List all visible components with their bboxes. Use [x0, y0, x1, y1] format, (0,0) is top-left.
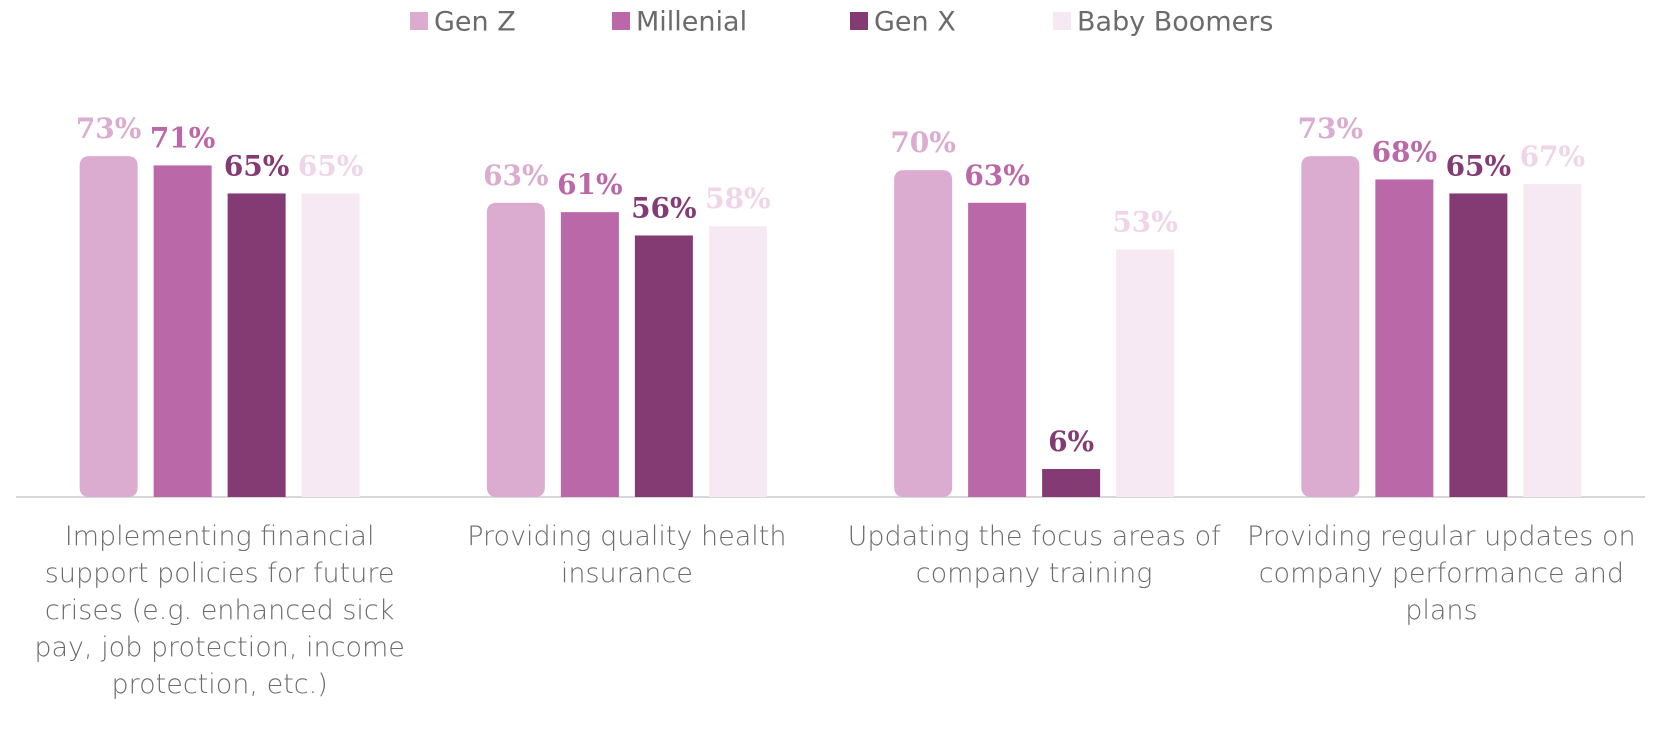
value-label: 71%: [150, 121, 216, 154]
value-label: 63%: [964, 159, 1030, 192]
value-label: 53%: [1112, 205, 1178, 238]
category-label: Implementing financial support policies …: [34, 521, 405, 700]
bar: [1301, 156, 1360, 497]
value-label: 68%: [1372, 135, 1438, 168]
bar: [1375, 179, 1434, 497]
bar: [560, 212, 619, 497]
value-label: 63%: [483, 159, 549, 192]
legend-swatch: [410, 12, 428, 30]
value-label: 65%: [1446, 149, 1512, 182]
category-label: Updating the focus areas of company trai…: [847, 521, 1221, 589]
bar: [708, 226, 767, 497]
bar: [1523, 184, 1582, 498]
bar: [486, 202, 545, 498]
value-label: 56%: [631, 191, 697, 224]
value-label: 6%: [1048, 425, 1094, 458]
bar: [1116, 249, 1175, 497]
category-label: Providing regular updates on company per…: [1247, 521, 1636, 626]
bar: [153, 165, 212, 497]
bar: [301, 193, 360, 497]
value-label: 73%: [1298, 112, 1364, 145]
value-label: 70%: [890, 126, 956, 159]
value-label: 58%: [705, 182, 771, 215]
bar: [227, 193, 286, 497]
legend-swatch: [1053, 12, 1071, 30]
bar: [894, 170, 953, 497]
bar: [968, 202, 1027, 498]
legend-swatch: [612, 12, 630, 30]
bar: [634, 235, 693, 498]
value-label: 61%: [557, 168, 623, 201]
legend-swatch: [850, 12, 868, 30]
bar: [1042, 468, 1101, 497]
value-label: 65%: [224, 149, 290, 182]
bar: [79, 156, 138, 497]
legend-label: Millenial: [636, 7, 747, 38]
value-label: 65%: [298, 149, 364, 182]
value-label: 73%: [76, 112, 142, 145]
category-label: Providing quality health insurance: [467, 521, 787, 589]
legend-label: Gen Z: [434, 7, 516, 38]
value-label: 67%: [1520, 140, 1586, 173]
bar: [1449, 193, 1508, 497]
legend-label: Gen X: [874, 7, 956, 38]
legend-label: Baby Boomers: [1077, 7, 1273, 38]
